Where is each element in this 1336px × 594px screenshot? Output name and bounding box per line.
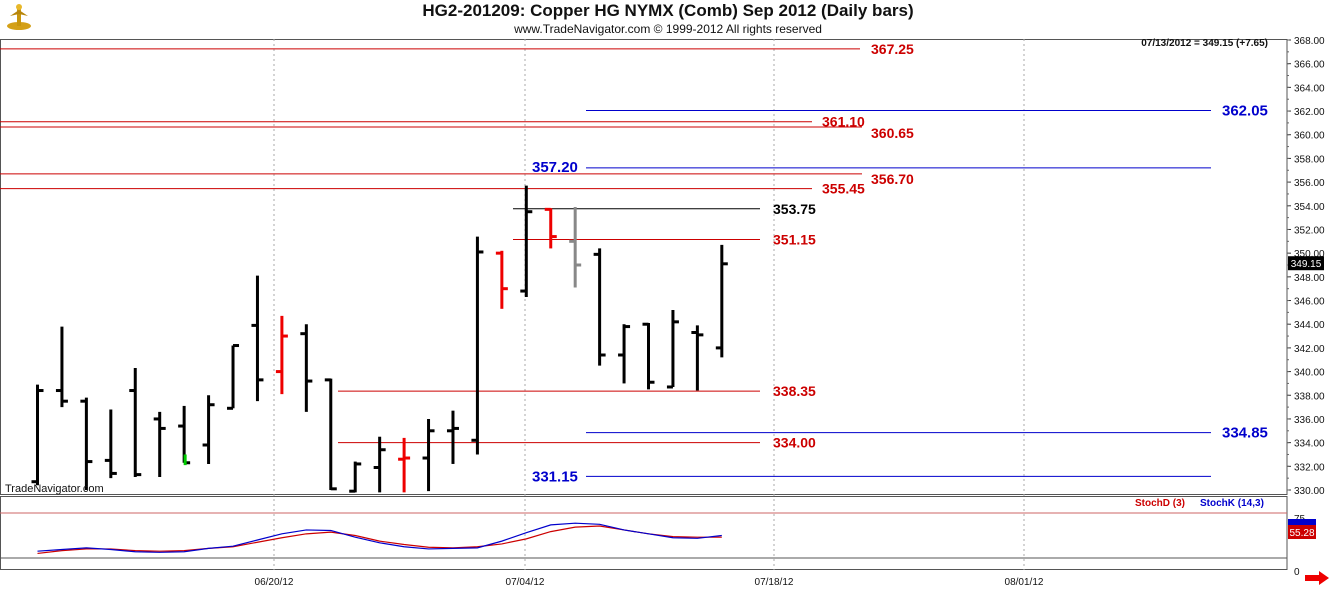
x-tick-label: 07/18/12 (755, 577, 794, 588)
price-levels: 367.25 362.05 361.10 360.65 357.20 356.70 355.… (0, 41, 1268, 485)
y-tick-label: 332.00 (1294, 462, 1325, 473)
ohlc-bars (31, 185, 728, 493)
y-tick-label: 330.00 (1294, 486, 1325, 497)
y-tick-label: 344.00 (1294, 320, 1325, 331)
scroll-right-arrow-icon[interactable] (1304, 571, 1330, 590)
stoch-d-label: StochD (3) (1135, 498, 1185, 509)
stoch-d-badge: 55.28 (1289, 528, 1314, 539)
stoch-panel-frame (0, 496, 1288, 570)
y-tick-label: 338.00 (1294, 391, 1325, 402)
level-label: 360.65 (871, 125, 914, 141)
y-tick-label: 342.00 (1294, 344, 1325, 355)
stoch-d-badge-bg (1288, 525, 1316, 539)
y-tick-label: 356.00 (1294, 178, 1325, 189)
y-tick-label: 364.00 (1294, 83, 1325, 94)
level-label: 331.15 (532, 468, 578, 485)
y-tick-label: 360.00 (1294, 131, 1325, 142)
y-tick-label: 346.00 (1294, 297, 1325, 308)
grid-layer (0, 39, 1288, 570)
stoch-k-badge (1288, 519, 1316, 525)
x-tick-label: 06/20/12 (255, 577, 294, 588)
stoch-k-label: StochK (14,3) (1200, 498, 1264, 509)
level-label: 356.70 (871, 171, 914, 187)
level-label: 334.00 (773, 435, 816, 451)
y-tick-label: 352.00 (1294, 225, 1325, 236)
x-tick-label: 07/04/12 (506, 577, 545, 588)
y-tick-label: 358.00 (1294, 154, 1325, 165)
y-tick-label: 368.00 (1294, 36, 1325, 47)
chart-title: HG2-201209: Copper HG NYMX (Comb) Sep 20… (422, 1, 914, 20)
y-tick-label: 354.00 (1294, 202, 1325, 213)
axes: 330.00 332.00 334.00 336.00 338.00 340.00 342.… (5, 36, 1325, 588)
watermark: TradeNavigator.com (5, 483, 104, 495)
x-tick-label: 08/01/12 (1005, 577, 1044, 588)
price-badge: 349.15 (1291, 259, 1322, 270)
y-tick-label: 362.00 (1294, 107, 1325, 118)
stoch-k-line (37, 522, 722, 553)
level-label: 334.85 (1222, 425, 1268, 442)
level-label: 355.45 (822, 181, 865, 197)
level-label: 338.35 (773, 383, 816, 399)
copyright-text: www.TradeNavigator.com © 1999-2012 All r… (514, 22, 822, 36)
stoch-zero-label: 0 (1294, 567, 1300, 578)
stochastic-panel: StochD (3)StochK (14,3)7555.280 (0, 498, 1316, 578)
y-tick-label: 336.00 (1294, 415, 1325, 426)
stoch-d-line (37, 525, 722, 555)
y-tick-label: 350.00 (1294, 249, 1325, 260)
level-label: 357.20 (532, 159, 578, 176)
level-label: 361.10 (822, 114, 865, 130)
price-badge-bg (1288, 256, 1324, 271)
y-tick-label: 334.00 (1294, 439, 1325, 450)
y-tick-label: 348.00 (1294, 273, 1325, 284)
y-tick-label: 340.00 (1294, 368, 1325, 379)
price-panel-frame (0, 39, 1288, 495)
last-quote: 07/13/2012 = 349.15 (+7.65) (1141, 38, 1268, 49)
logo-icon (4, 2, 34, 32)
level-label: 351.15 (773, 232, 816, 248)
y-tick-label: 366.00 (1294, 60, 1325, 71)
level-label: 353.75 (773, 201, 816, 217)
level-label: 367.25 (871, 41, 914, 57)
level-label: 362.05 (1222, 102, 1268, 119)
